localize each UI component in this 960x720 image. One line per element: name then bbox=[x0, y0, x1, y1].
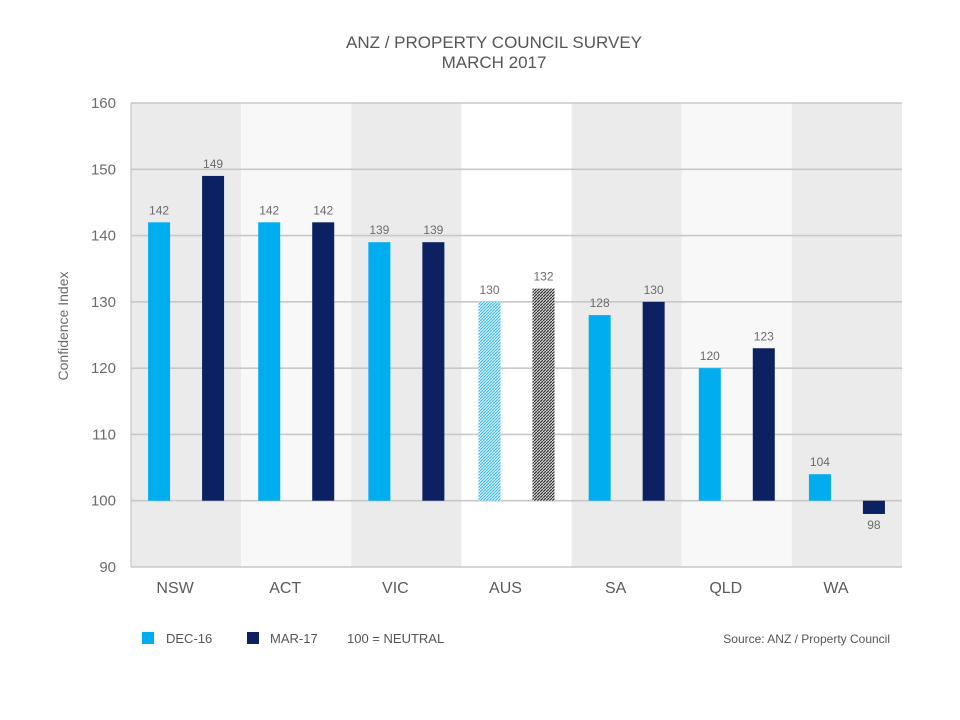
bar-nsw-mar-17 bbox=[202, 175, 225, 501]
bar-wa-dec-16 bbox=[808, 474, 831, 501]
data-label-wa-mar-17: 98 bbox=[867, 518, 881, 532]
y-tick-160: 160 bbox=[91, 95, 116, 112]
band-vic bbox=[351, 103, 462, 567]
legend-swatch-mar17 bbox=[247, 632, 259, 644]
band-wa bbox=[791, 103, 902, 567]
bar-vic-dec-16 bbox=[368, 242, 391, 501]
x-tick-nsw: NSW bbox=[156, 580, 194, 597]
data-label-act-dec-16: 142 bbox=[259, 203, 279, 217]
bar-aus-mar-17 bbox=[532, 288, 555, 501]
data-label-aus-dec-16: 130 bbox=[479, 283, 499, 297]
y-tick-90: 90 bbox=[99, 559, 116, 576]
bar-qld-mar-17 bbox=[752, 348, 775, 501]
data-labels: 142 149 142 142 139 139 130 132 128 130 120 123 104 9… bbox=[149, 157, 881, 532]
y-tick-150: 150 bbox=[91, 161, 116, 178]
band-aus bbox=[461, 103, 572, 567]
y-tick-100: 100 bbox=[91, 493, 116, 510]
bar-act-mar-17 bbox=[312, 222, 335, 501]
bar-vic-mar-17 bbox=[422, 242, 445, 501]
bar-sa-mar-17 bbox=[642, 301, 665, 501]
data-label-sa-dec-16: 128 bbox=[590, 296, 610, 310]
band-act bbox=[241, 103, 352, 567]
legend-note-neutral: 100 = NEUTRAL bbox=[347, 631, 444, 646]
data-label-qld-dec-16: 120 bbox=[700, 349, 720, 363]
data-label-wa-dec-16: 104 bbox=[810, 455, 830, 469]
y-tick-140: 140 bbox=[91, 228, 116, 245]
bar-wa-mar-17 bbox=[862, 500, 885, 514]
bars bbox=[148, 175, 885, 514]
band-qld bbox=[681, 103, 792, 567]
y-axis-label: Confidence Index bbox=[55, 272, 71, 381]
y-tick-120: 120 bbox=[91, 360, 116, 377]
x-tick-aus: AUS bbox=[489, 580, 522, 597]
x-tick-act: ACT bbox=[269, 580, 301, 597]
chart-subtitle: MARCH 2017 bbox=[442, 53, 547, 72]
bar-qld-dec-16 bbox=[698, 368, 721, 501]
data-label-nsw-dec-16: 142 bbox=[149, 203, 169, 217]
data-label-act-mar-17: 142 bbox=[313, 203, 333, 217]
legend-label-dec16: DEC-16 bbox=[166, 631, 212, 646]
chart-title: ANZ / PROPERTY COUNCIL SURVEY bbox=[346, 33, 642, 52]
data-label-vic-dec-16: 139 bbox=[369, 223, 389, 237]
x-tick-sa: SA bbox=[605, 580, 627, 597]
legend: DEC-16 MAR-17 100 = NEUTRAL bbox=[142, 631, 444, 646]
x-tick-wa: WA bbox=[823, 580, 849, 597]
category-bands bbox=[131, 103, 902, 567]
x-axis-ticks: NSW ACT VIC AUS SA QLD WA bbox=[156, 580, 848, 597]
source-note: Source: ANZ / Property Council bbox=[723, 632, 890, 646]
y-tick-110: 110 bbox=[92, 426, 116, 443]
bar-act-dec-16 bbox=[258, 222, 281, 501]
data-label-qld-mar-17: 123 bbox=[754, 329, 774, 343]
data-label-vic-mar-17: 139 bbox=[423, 223, 443, 237]
bar-nsw-dec-16 bbox=[148, 222, 171, 501]
legend-label-mar17: MAR-17 bbox=[270, 631, 318, 646]
x-tick-qld: QLD bbox=[709, 580, 742, 597]
band-nsw bbox=[131, 103, 242, 567]
y-axis-ticks: 90 100 110 120 130 140 150 160 bbox=[91, 95, 116, 576]
bar-aus-dec-16 bbox=[478, 301, 501, 501]
data-label-aus-mar-17: 132 bbox=[533, 270, 553, 284]
x-tick-vic: VIC bbox=[382, 580, 409, 597]
band-sa bbox=[571, 103, 682, 567]
y-tick-130: 130 bbox=[91, 294, 116, 311]
data-label-nsw-mar-17: 149 bbox=[203, 157, 223, 171]
data-label-sa-mar-17: 130 bbox=[644, 283, 664, 297]
legend-swatch-dec16 bbox=[142, 632, 154, 644]
bar-sa-dec-16 bbox=[588, 315, 611, 501]
